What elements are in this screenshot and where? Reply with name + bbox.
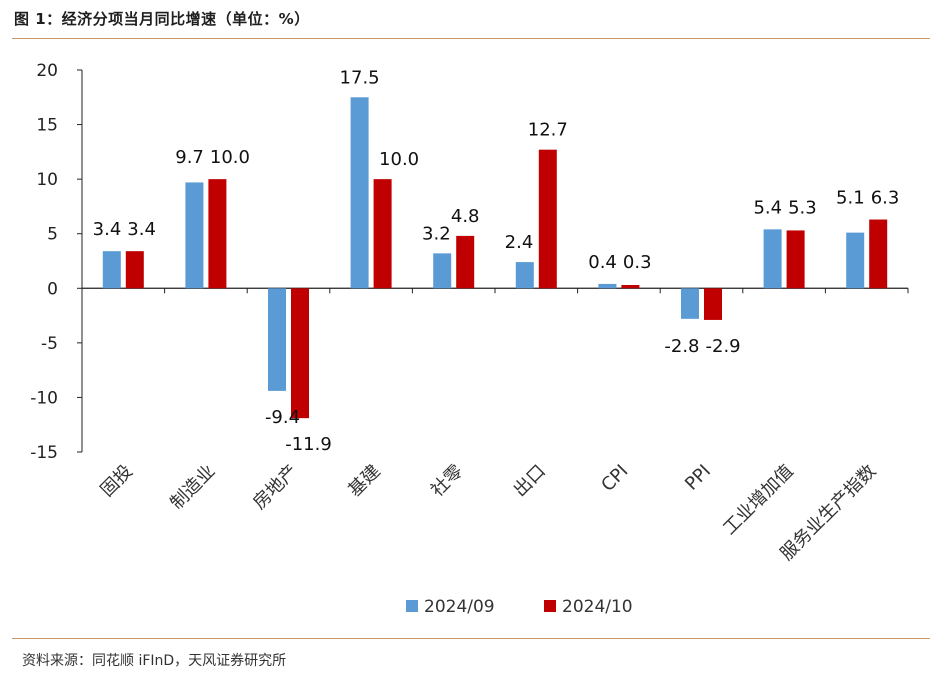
y-tick-label: -10 bbox=[30, 388, 58, 408]
chart-legend: 2024/09 2024/10 bbox=[406, 597, 633, 617]
bar-sep-1 bbox=[102, 251, 121, 289]
data-label-sep-10: 5.1 bbox=[836, 188, 865, 209]
data-label-oct-3: -11.9 bbox=[285, 434, 332, 455]
data-label-sep-9: 5.4 bbox=[753, 197, 782, 218]
category-label-7: CPI bbox=[597, 461, 632, 496]
y-tick-label: -15 bbox=[30, 443, 58, 463]
bar-sep-6 bbox=[515, 262, 534, 289]
category-label-5: 社零 bbox=[427, 461, 467, 501]
bottom-divider bbox=[12, 638, 930, 639]
y-tick-label: 10 bbox=[36, 170, 58, 190]
y-tick-label: 15 bbox=[36, 116, 58, 136]
category-label-4: 基建 bbox=[344, 461, 384, 501]
bar-sep-7 bbox=[598, 283, 617, 289]
y-axis: -15 -10 -5 0 5 10 15 20 bbox=[30, 61, 909, 463]
data-label-oct-2: 10.0 bbox=[210, 147, 250, 168]
data-label-oct-10: 6.3 bbox=[871, 188, 900, 209]
bar-oct-6 bbox=[538, 149, 557, 289]
bar-oct-7 bbox=[621, 285, 640, 289]
bar-sep-10 bbox=[846, 232, 865, 289]
y-tick-label: 5 bbox=[47, 225, 58, 245]
data-labels: 3.4 3.4 9.7 10.0 -9.4 -11.9 17.5 10.0 3.24.8 2.4 1… bbox=[93, 67, 900, 455]
bar-sep-3 bbox=[268, 288, 286, 391]
data-label-sep-2: 9.7 bbox=[175, 147, 204, 168]
data-label-oct-8: -2.9 bbox=[706, 336, 741, 357]
y-tick-label: 20 bbox=[36, 61, 58, 81]
bar-chart: -15 -10 -5 0 5 10 15 20 3.4 3.4 9.7 10.0 -9.4 -11.9 1… bbox=[30, 61, 909, 617]
bar-sep-4 bbox=[350, 97, 369, 289]
bar-sep-9 bbox=[763, 229, 782, 289]
data-label-sep-5: 3.2 bbox=[422, 223, 451, 244]
legend-label-oct: 2024/10 bbox=[562, 597, 633, 617]
data-label-sep-1: 3.4 bbox=[93, 219, 122, 240]
bar-sep-8 bbox=[681, 288, 699, 319]
data-label-sep-7: 0.4 bbox=[588, 252, 617, 273]
data-label-oct-1: 3.4 bbox=[127, 219, 156, 240]
category-label-2: 制造业 bbox=[166, 461, 219, 514]
y-tick-label: 0 bbox=[47, 279, 58, 299]
bar-oct-8 bbox=[704, 288, 722, 320]
bar-series bbox=[102, 97, 888, 419]
y-tick-label: -5 bbox=[41, 334, 58, 354]
bar-sep-2 bbox=[185, 182, 204, 289]
bar-oct-5 bbox=[456, 235, 475, 289]
category-label-8: PPI bbox=[681, 461, 715, 495]
category-label-9: 工业增加值 bbox=[719, 461, 797, 539]
legend-swatch-sep bbox=[406, 600, 418, 612]
data-label-oct-6: 12.7 bbox=[528, 120, 568, 141]
top-divider bbox=[12, 38, 930, 39]
data-label-sep-8: -2.8 bbox=[664, 336, 699, 357]
legend-swatch-oct bbox=[544, 600, 556, 612]
bar-oct-1 bbox=[125, 251, 144, 289]
bar-sep-5 bbox=[433, 253, 452, 289]
data-label-sep-6: 2.4 bbox=[505, 232, 534, 253]
category-label-3: 房地产 bbox=[249, 461, 302, 514]
data-label-oct-7: 0.3 bbox=[623, 252, 652, 273]
bar-oct-4 bbox=[373, 179, 392, 289]
data-label-oct-9: 5.3 bbox=[788, 197, 817, 218]
data-label-sep-3: -9.4 bbox=[265, 407, 300, 428]
data-label-oct-4: 10.0 bbox=[379, 149, 419, 170]
category-label-6: 出口 bbox=[510, 461, 550, 501]
data-label-sep-4: 17.5 bbox=[340, 67, 380, 88]
legend-label-sep: 2024/09 bbox=[424, 597, 495, 617]
bar-oct-2 bbox=[208, 179, 227, 289]
chart-title: 图 1：经济分项当月同比增速（单位：%） bbox=[14, 10, 310, 28]
bar-oct-3 bbox=[291, 288, 309, 419]
source-note: 资料来源：同花顺 iFInD，天风证券研究所 bbox=[22, 653, 287, 669]
data-label-oct-5: 4.8 bbox=[451, 206, 480, 227]
bar-oct-9 bbox=[786, 230, 805, 289]
bar-oct-10 bbox=[869, 219, 888, 289]
category-label-1: 固投 bbox=[97, 461, 137, 501]
